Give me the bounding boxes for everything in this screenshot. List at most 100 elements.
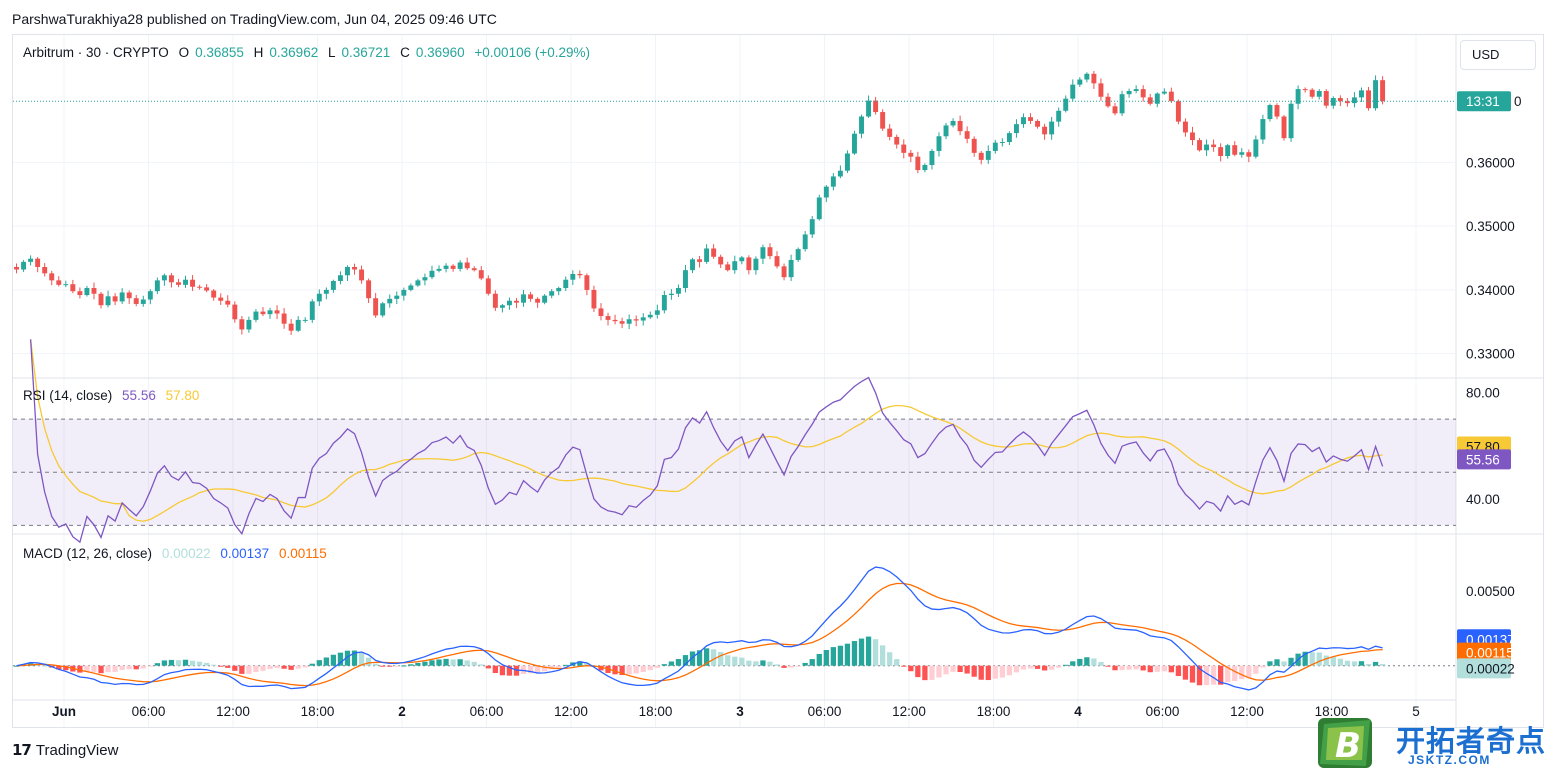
candle-body xyxy=(1344,101,1350,104)
candle xyxy=(1246,149,1252,163)
candle-body xyxy=(1035,120,1041,127)
macd-histogram-bar xyxy=(1358,661,1365,666)
macd-title: MACD (12, 26, close) xyxy=(23,546,153,561)
macd-histogram-bar xyxy=(42,665,48,667)
macd-histogram-bar xyxy=(865,636,872,666)
candle xyxy=(126,290,132,304)
candle-body xyxy=(668,293,674,296)
candle xyxy=(781,263,787,281)
candle-body xyxy=(528,294,534,299)
candle-body xyxy=(506,300,512,306)
candle xyxy=(964,126,970,144)
candle xyxy=(211,289,217,301)
candle-body xyxy=(1274,105,1280,117)
time-tick-label: 3 xyxy=(736,704,744,719)
candle xyxy=(901,139,907,159)
candle-body xyxy=(1161,91,1167,94)
candle xyxy=(1302,87,1308,93)
candle xyxy=(1323,89,1329,109)
macd-histogram-bar xyxy=(696,650,703,666)
candle-body xyxy=(281,313,287,324)
watermark-logo-icon: B xyxy=(1318,718,1372,768)
candle-body xyxy=(1140,89,1146,98)
time-tick-label: 06:00 xyxy=(470,704,504,719)
rsi-band xyxy=(13,418,1456,526)
candle xyxy=(661,290,667,314)
candle-body xyxy=(640,317,646,321)
candle-body xyxy=(1330,98,1336,106)
candle xyxy=(823,185,829,203)
candle-body xyxy=(77,291,83,296)
candle xyxy=(1140,85,1146,102)
candle xyxy=(985,145,991,164)
time-tick-label: 06:00 xyxy=(1146,704,1180,719)
macd-histogram-bar xyxy=(373,663,379,666)
candle-body xyxy=(1091,73,1097,84)
candle-body xyxy=(154,280,160,292)
macd-histogram-bar xyxy=(1182,665,1189,680)
macd-histogram-bar xyxy=(556,665,562,668)
candle xyxy=(253,309,259,323)
candle xyxy=(1168,87,1174,103)
candle xyxy=(570,270,576,286)
candle-body xyxy=(605,316,611,320)
candle-body xyxy=(91,288,97,294)
macd-histogram-bar xyxy=(647,665,653,671)
open-value: 0.36855 xyxy=(195,45,244,60)
macd-histogram-bar xyxy=(619,665,625,676)
candle xyxy=(1190,126,1195,146)
watermark: B 开拓者奇点 JSKTZ.COM xyxy=(1312,716,1548,770)
candle xyxy=(971,136,977,157)
time-tick-label: 18:00 xyxy=(639,704,673,719)
macd-histogram-bar xyxy=(626,665,632,675)
watermark-domain: JSKTZ.COM xyxy=(1408,753,1491,767)
candle-body xyxy=(1126,91,1132,95)
candle xyxy=(281,308,287,329)
candle-body xyxy=(577,273,583,276)
candle-body xyxy=(619,321,625,324)
macd-histogram-bar xyxy=(211,664,217,666)
candle-body xyxy=(14,266,19,270)
macd-histogram-bar xyxy=(98,665,104,674)
candle xyxy=(704,244,710,264)
macd-histogram-bar xyxy=(436,659,442,666)
price-tick-label: 0.36000 xyxy=(1466,155,1515,170)
macd-histogram-bar xyxy=(1379,664,1386,666)
candle-body xyxy=(1302,89,1308,91)
macd-histogram-bar xyxy=(175,660,182,666)
macd-histogram-bar xyxy=(1218,665,1224,685)
close-value: 0.36960 xyxy=(415,45,465,60)
price-legend: Arbitrum · 30 · CRYPTO O 0.36855 H 0.36962… xyxy=(23,45,596,60)
currency-button[interactable]: USD xyxy=(1460,40,1536,70)
candle xyxy=(35,257,41,273)
candle xyxy=(1154,92,1160,108)
tradingview-logo[interactable]: 𝟭𝟳 TradingView xyxy=(12,741,118,760)
candle-body xyxy=(471,268,477,271)
candle-body xyxy=(964,131,970,139)
candle-body xyxy=(1182,121,1188,133)
candle xyxy=(1274,103,1280,120)
macd-histogram-bar xyxy=(1253,665,1259,674)
candle xyxy=(633,315,639,327)
macd-histogram-bar xyxy=(1225,665,1231,683)
candle-body xyxy=(1013,124,1019,134)
macd-histogram-bar xyxy=(1063,664,1069,666)
candle-body xyxy=(647,314,653,318)
macd-histogram-bar xyxy=(302,665,308,668)
candle-body xyxy=(683,270,688,289)
change-value: +0.00106 (+0.29%) xyxy=(474,45,590,60)
candle xyxy=(1239,148,1245,158)
time-tick-label: 5 xyxy=(1412,704,1420,719)
candle-body xyxy=(514,300,519,303)
candle-body xyxy=(697,259,703,262)
candle xyxy=(563,276,569,291)
high-value: 0.36962 xyxy=(269,45,319,60)
candle xyxy=(1056,107,1062,127)
candle xyxy=(154,277,160,295)
rsi-badge: 55.56 xyxy=(1457,449,1511,470)
candle-body xyxy=(626,319,632,324)
candle xyxy=(718,254,724,269)
macd-histogram-bar xyxy=(1267,661,1273,666)
macd-histogram-bar xyxy=(1351,661,1358,666)
